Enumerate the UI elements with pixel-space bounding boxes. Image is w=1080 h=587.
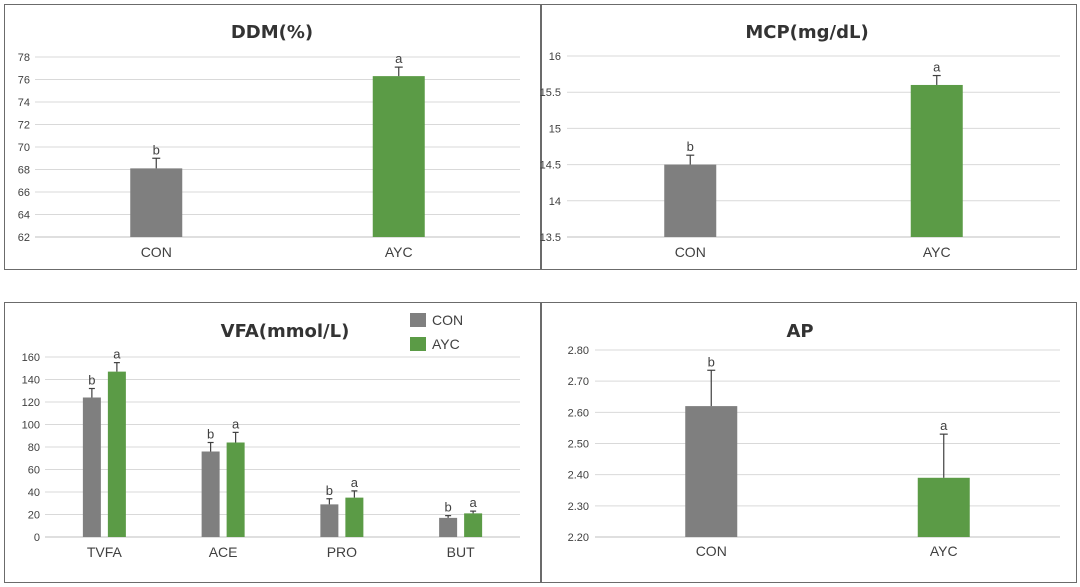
y-tick-label: 160: [22, 352, 40, 364]
legend-label: AYC: [432, 336, 460, 352]
y-tick-label: 64: [18, 210, 30, 222]
bar: [345, 497, 364, 537]
bar: [464, 513, 483, 537]
y-tick-label: 76: [18, 75, 30, 87]
x-category-label: CON: [696, 543, 727, 559]
y-tick-label: 100: [22, 420, 40, 432]
significance-letter: a: [940, 418, 948, 433]
bar: [439, 517, 458, 537]
bar: [685, 406, 738, 537]
x-category-label: AYC: [385, 244, 413, 260]
y-tick-label: 2.20: [568, 532, 589, 544]
x-category-label: TVFA: [87, 544, 123, 560]
significance-letter: b: [687, 139, 694, 154]
y-tick-label: 2.30: [568, 501, 589, 513]
significance-letter: b: [445, 500, 452, 515]
bar: [917, 477, 970, 537]
significance-letter: a: [351, 475, 359, 490]
bar: [107, 371, 126, 537]
chart-title: VFA(mmol/L): [221, 321, 350, 342]
y-tick-label: 66: [18, 187, 30, 199]
legend-swatch: [410, 313, 426, 327]
significance-letter: b: [326, 483, 333, 498]
y-tick-label: 120: [22, 397, 40, 409]
chart-vfa: 0 20 40 60 80 100 120 140 160 VFA(mmol/L) b a TVFA b a…: [22, 312, 520, 560]
significance-letter: b: [153, 142, 160, 157]
y-tick-label: 2.50: [568, 439, 589, 451]
x-category-label: CON: [141, 244, 172, 260]
x-category-label: AYC: [923, 244, 951, 260]
bar: [82, 397, 101, 537]
y-tick-label: 20: [28, 510, 40, 522]
significance-letter: a: [232, 416, 240, 431]
x-category-label: AYC: [930, 543, 958, 559]
y-tick-label: 70: [18, 142, 30, 154]
significance-letter: a: [395, 51, 403, 66]
y-tick-label: 72: [18, 120, 30, 132]
x-category-label: CON: [675, 244, 706, 260]
y-tick-label: 60: [28, 465, 40, 477]
chart-title: MCP(mg/dL): [745, 22, 868, 43]
bar: [201, 451, 220, 537]
chart-title: DDM(%): [231, 22, 313, 43]
y-tick-label: 15.5: [540, 87, 561, 99]
chart-title: AP: [786, 321, 813, 342]
legend-swatch: [410, 337, 426, 351]
significance-letter: b: [708, 354, 715, 369]
y-tick-label: 2.70: [568, 376, 589, 388]
y-tick-label: 62: [18, 232, 30, 244]
chart-ap: 2.20 2.30 2.40 2.50 2.60 2.70 2.80 AP b CON a AYC: [568, 321, 1060, 559]
bar: [910, 84, 963, 238]
significance-letter: b: [88, 373, 95, 388]
significance-letter: a: [933, 60, 941, 75]
y-tick-label: 2.80: [568, 345, 589, 357]
x-category-label: PRO: [327, 544, 357, 560]
y-tick-label: 14.5: [540, 160, 561, 172]
chart-mcp: 13.5 14 14.5 15 15.5 16 MCP(mg/dL) b CON a AYC: [540, 22, 1060, 260]
bar: [664, 164, 717, 237]
y-tick-label: 14: [549, 196, 561, 208]
chart-ddm: 62 64 66 68 70 72 74 76 78 DDM(%) b CON a AYC: [18, 22, 520, 260]
y-tick-label: 140: [22, 375, 40, 387]
legend: CON AYC: [410, 312, 463, 352]
bar: [226, 442, 245, 537]
y-tick-label: 2.60: [568, 407, 589, 419]
y-tick-label: 80: [28, 442, 40, 454]
y-tick-label: 15: [549, 123, 561, 135]
y-tick-label: 40: [28, 487, 40, 499]
panel-ddm: [4, 4, 541, 270]
y-tick-label: 0: [34, 532, 40, 544]
y-tick-label: 16: [549, 51, 561, 63]
x-category-label: ACE: [209, 544, 238, 560]
significance-letter: a: [113, 347, 121, 362]
y-tick-label: 2.40: [568, 470, 589, 482]
bar: [130, 168, 183, 237]
panel-mcp: [541, 4, 1077, 270]
y-tick-label: 78: [18, 52, 30, 64]
bar: [372, 76, 425, 237]
y-tick-label: 68: [18, 165, 30, 177]
y-tick-label: 74: [18, 97, 30, 109]
panel-ap: [541, 302, 1077, 583]
significance-letter: b: [207, 427, 214, 442]
x-category-label: BUT: [447, 544, 475, 560]
legend-label: CON: [432, 312, 463, 328]
y-tick-label: 13.5: [540, 232, 561, 244]
significance-letter: a: [470, 495, 478, 510]
bar: [320, 504, 339, 537]
